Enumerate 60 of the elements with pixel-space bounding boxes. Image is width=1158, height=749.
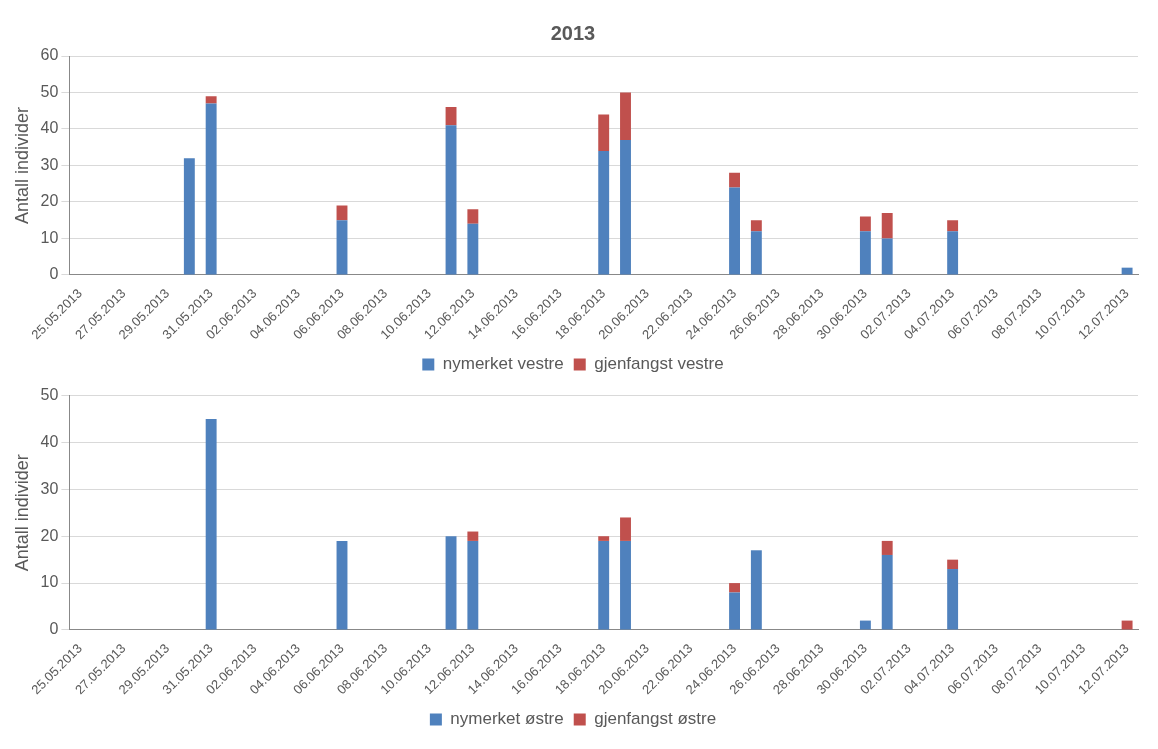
legend-label: gjenfangst vestre xyxy=(594,354,724,374)
y-tick-label: 50 xyxy=(40,82,59,100)
bar xyxy=(947,559,959,570)
y-tick-label: 0 xyxy=(49,620,59,638)
chart-title: 2013 xyxy=(550,21,596,44)
bar xyxy=(859,231,871,275)
legend-label: gjenfangst østre xyxy=(594,709,717,729)
y-tick-label: 20 xyxy=(40,526,59,544)
bar xyxy=(729,172,740,188)
legend-label: nymerket vestre xyxy=(442,354,564,374)
y-tick-label: 20 xyxy=(40,192,59,210)
y-tick-label: 0 xyxy=(49,265,59,283)
legend-label: nymerket østre xyxy=(450,709,564,729)
y-tick-label: 30 xyxy=(40,155,59,173)
bar xyxy=(881,540,893,555)
bar xyxy=(205,419,217,630)
bar xyxy=(445,125,457,275)
bar xyxy=(467,531,479,541)
y-tick-label: 10 xyxy=(40,573,59,591)
y-tick-label: 50 xyxy=(40,386,59,404)
bar xyxy=(947,569,959,630)
bar xyxy=(183,158,195,275)
bar xyxy=(947,220,959,232)
bar xyxy=(729,592,740,630)
bar xyxy=(336,220,348,275)
bar xyxy=(467,540,479,630)
bar xyxy=(947,231,959,275)
bar xyxy=(859,216,871,232)
bar xyxy=(598,536,610,541)
bar xyxy=(1121,620,1133,630)
bar xyxy=(205,103,217,275)
bar xyxy=(598,150,610,275)
bar xyxy=(620,139,631,275)
bar xyxy=(620,540,631,630)
y-axis-title: Antall individer xyxy=(11,454,32,572)
bar xyxy=(729,187,740,275)
bar xyxy=(729,583,740,593)
y-tick-label: 10 xyxy=(40,228,59,246)
bar xyxy=(336,540,348,630)
y-axis-title: Antall individer xyxy=(11,106,32,225)
y-tick-label: 60 xyxy=(40,46,59,64)
bar xyxy=(750,220,762,232)
bar xyxy=(881,554,893,630)
bar xyxy=(620,92,631,140)
bar xyxy=(445,536,457,630)
bar xyxy=(445,107,457,126)
bar xyxy=(205,96,217,104)
y-tick-label: 30 xyxy=(40,479,59,497)
bar xyxy=(598,114,610,151)
y-tick-label: 40 xyxy=(40,432,59,450)
bar xyxy=(598,540,610,630)
bar xyxy=(467,209,479,224)
y-tick-label: 40 xyxy=(40,119,59,137)
bar xyxy=(750,231,762,275)
bar xyxy=(881,212,893,239)
bar xyxy=(467,223,479,275)
bar xyxy=(620,517,631,541)
bar xyxy=(881,238,893,275)
bar xyxy=(859,620,871,630)
bar xyxy=(750,550,762,630)
